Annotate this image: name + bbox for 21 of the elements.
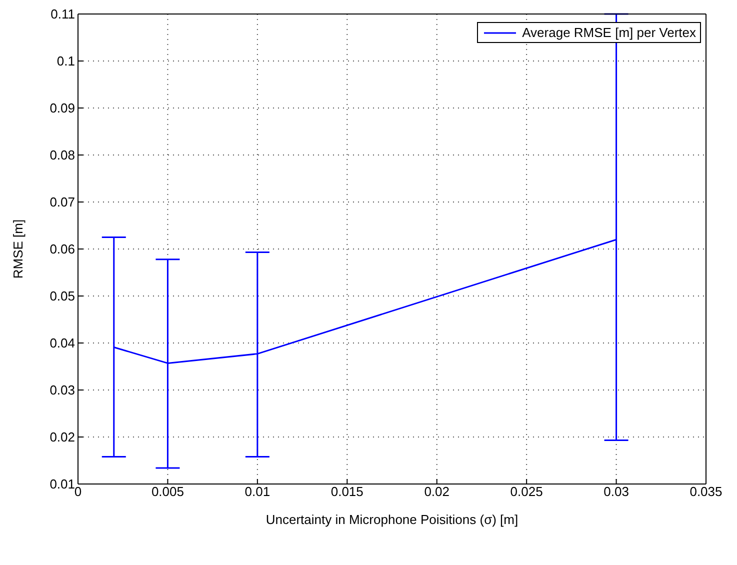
x-tick-label: 0.01	[244, 484, 270, 500]
y-tick-label: 0.07	[50, 194, 75, 210]
x-axis-title: Uncertainty in Microphone Poisitions (σ) [m]	[266, 512, 518, 527]
y-tick-label: 0.06	[50, 242, 75, 257]
x-tick-label: 0.015	[330, 484, 364, 500]
y-tick-label: 0.11	[50, 6, 75, 22]
x-tick-label: 0.02	[424, 484, 450, 500]
y-tick-label: 0.09	[50, 100, 75, 116]
x-tick-label: 0.005	[151, 484, 184, 500]
x-tick-label: 0.025	[510, 484, 543, 500]
y-tick-label: 0.08	[50, 148, 75, 163]
y-tick-label: 0.02	[50, 430, 75, 445]
y-tick-label: 0.04	[50, 336, 75, 351]
x-tick-label: 0	[74, 484, 82, 500]
legend-label: Average RMSE [m] per Vertex	[522, 25, 696, 40]
x-tick-label: 0.03	[604, 484, 629, 500]
y-tick-label: 0.1	[56, 54, 75, 69]
y-tick-label: 0.03	[50, 382, 75, 398]
y-tick-label: 0.05	[50, 288, 75, 304]
x-tick-label: 0.035	[690, 484, 722, 500]
y-axis-title: RMSE [m]	[10, 219, 26, 279]
